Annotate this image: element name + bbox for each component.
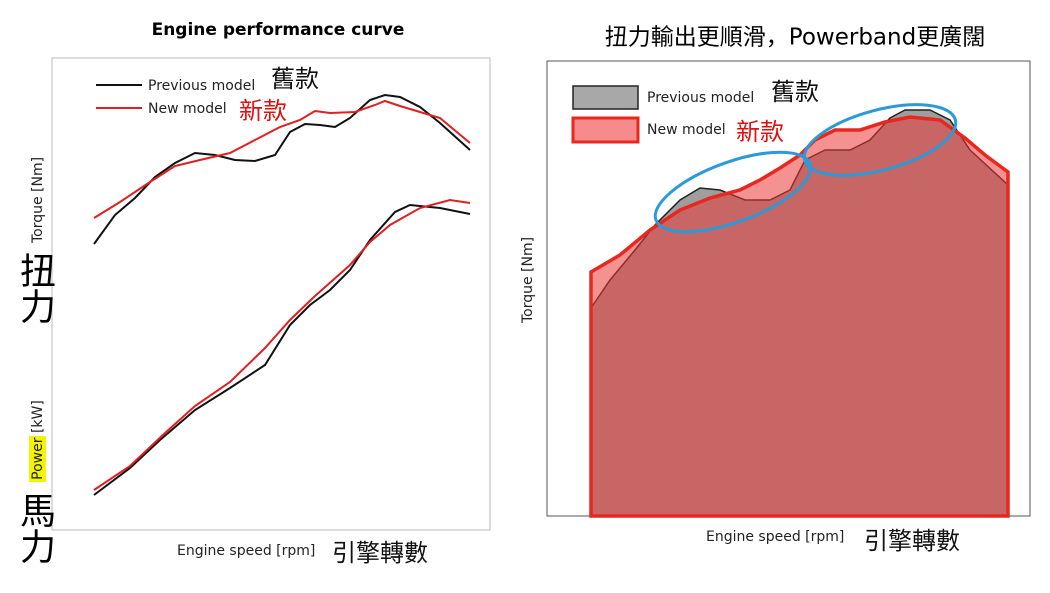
legend-tag: 舊款 — [271, 65, 319, 93]
left-title: Engine performance curve — [152, 20, 405, 40]
y-label: Torque [Nm] — [520, 237, 536, 324]
legend-swatch-new — [571, 116, 640, 144]
power-new-curve — [93, 198, 471, 491]
legend-label: Previous model — [148, 78, 255, 94]
power-old-curve — [93, 203, 471, 496]
torque-new-curve — [93, 99, 471, 219]
x-tag: 引擎轉數 — [864, 527, 960, 555]
x-label: Engine speed [rpm] — [706, 529, 844, 545]
y-label-power-rest: [kW] — [30, 400, 46, 437]
x-tag: 引擎轉數 — [332, 539, 428, 567]
torque-tag: 扭力 — [14, 252, 55, 324]
highlight — [29, 436, 46, 482]
y-label-power-highlight: Power — [30, 437, 46, 480]
x-label: Engine speed [rpm] — [177, 543, 315, 559]
legend-label: New model — [148, 101, 227, 117]
legend-tag: 舊款 — [771, 78, 819, 106]
power-tag: 馬力 — [14, 492, 55, 564]
highlight-ellipse — [802, 103, 958, 177]
legend-tag: 新款 — [736, 118, 784, 146]
left-plot-frame — [51, 57, 491, 531]
torque-old-curve — [93, 93, 471, 245]
legend-swatch-old — [572, 85, 639, 110]
right-title: 扭力輸出更順滑，Powerband更廣闊 — [605, 25, 985, 51]
legend-label: Previous model — [647, 90, 754, 106]
torque-new-area — [589, 115, 1010, 518]
y-label-torque: Torque [Nm] — [30, 157, 46, 244]
legend-tag: 新款 — [239, 97, 287, 125]
legend-label: New model — [647, 122, 726, 138]
highlight-ellipse — [653, 150, 813, 234]
y-label-power: Power [kW] — [30, 400, 46, 480]
